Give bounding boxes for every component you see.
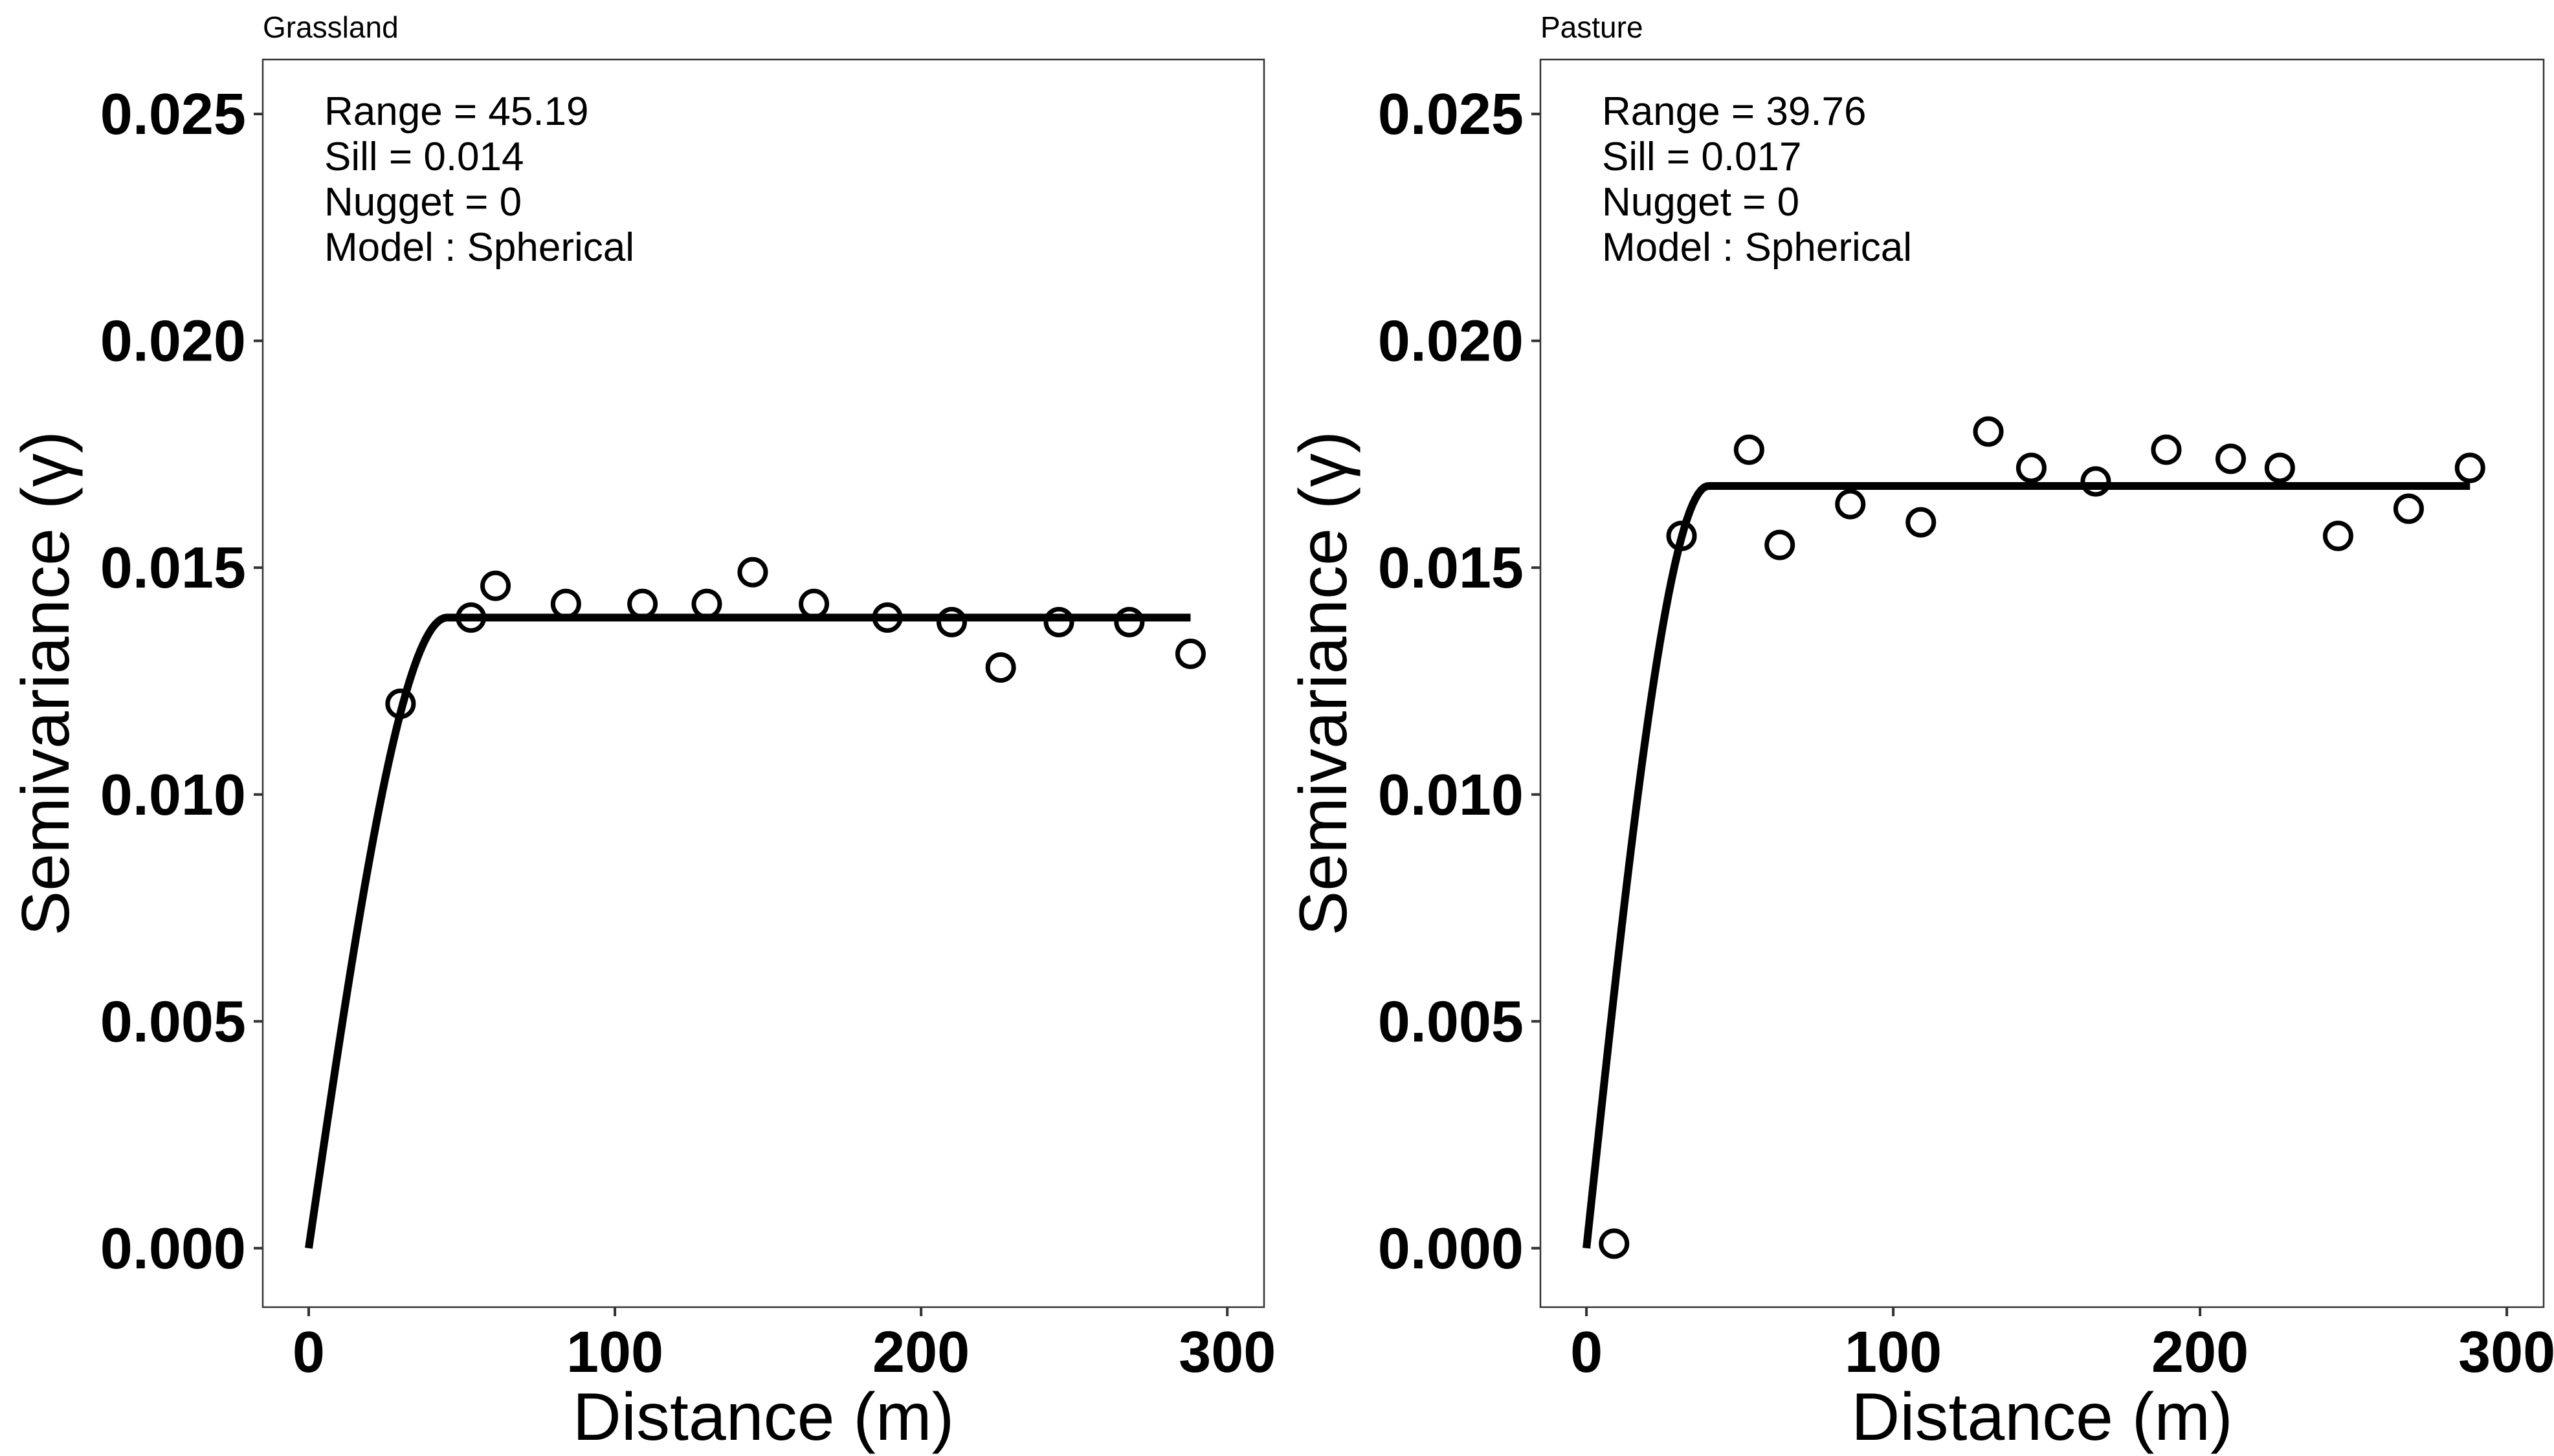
data-point [2151, 434, 2182, 465]
data-point [1835, 489, 1866, 520]
model-annotation: Sill = 0.014 [324, 135, 524, 179]
panel-title: Grassland [263, 10, 399, 44]
y-tick-label: 0.015 [100, 536, 246, 601]
model-annotation: Nugget = 0 [1602, 180, 1799, 225]
data-point [737, 557, 768, 588]
data-point [1764, 529, 1795, 560]
data-point [1043, 606, 1074, 637]
model-annotation: Model : Spherical [1602, 225, 1912, 270]
y-axis-title: Semivariance (γ) [1286, 431, 1361, 936]
y-tick-label: 0.025 [1378, 82, 1524, 147]
y-tick-label: 0.010 [1378, 763, 1524, 828]
model-annotation: Sill = 0.017 [1602, 135, 1802, 179]
data-point [480, 570, 511, 601]
data-point [985, 652, 1016, 683]
model-annotation: Range = 45.19 [324, 89, 589, 134]
plot-frame [261, 58, 1265, 1308]
model-annotation: Model : Spherical [324, 225, 634, 270]
data-point [1733, 434, 1764, 465]
y-tick-label: 0.020 [1378, 309, 1524, 374]
x-tick-label: 0 [1570, 1320, 1603, 1385]
model-annotation: Nugget = 0 [324, 180, 522, 225]
data-point [550, 588, 581, 619]
data-point [1666, 520, 1697, 551]
y-tick-label: 0.000 [1378, 1217, 1524, 1281]
data-point [2264, 452, 2295, 483]
data-point [627, 588, 658, 619]
x-tick-label: 300 [1179, 1320, 1276, 1385]
model-annotation: Range = 39.76 [1602, 89, 1867, 134]
y-axis-title: Semivariance (γ) [8, 431, 83, 936]
model-line [305, 613, 1192, 1249]
data-point [1599, 1228, 1630, 1259]
data-point [385, 689, 416, 720]
data-point [2015, 452, 2047, 483]
y-tick-label: 0.005 [1378, 989, 1524, 1054]
y-tick-label: 0.015 [1378, 536, 1524, 601]
data-point [1175, 638, 1206, 669]
data-point [1114, 606, 1145, 637]
y-tick-label: 0.010 [100, 763, 246, 828]
x-tick-label: 200 [872, 1320, 970, 1385]
data-point [2215, 443, 2247, 474]
data-point [2454, 452, 2485, 483]
data-point [2080, 466, 2111, 497]
y-tick-label: 0.000 [100, 1217, 246, 1281]
data-point [799, 588, 830, 619]
y-tick-label: 0.020 [100, 309, 246, 374]
data-point [936, 606, 967, 637]
y-tick-label: 0.005 [100, 989, 246, 1054]
plot-frame [1539, 58, 2545, 1308]
data-point [872, 602, 903, 633]
data-point [691, 588, 722, 619]
x-tick-label: 0 [293, 1320, 325, 1385]
x-tick-label: 300 [2458, 1320, 2554, 1385]
x-axis-title: Distance (m) [573, 1380, 954, 1455]
x-tick-label: 100 [566, 1320, 663, 1385]
panel-title: Pasture [1540, 10, 1643, 44]
x-tick-label: 200 [2151, 1320, 2249, 1385]
y-tick-label: 0.025 [100, 82, 246, 147]
data-point [2322, 520, 2353, 551]
pasture-panel: Pasture 0.000 0.005 0.010 0.015 0.020 0.025 0 10… [1286, 10, 2554, 1455]
data-point [1905, 507, 1937, 538]
data-point [1973, 416, 2004, 447]
model-line [1582, 482, 2471, 1249]
data-point [2393, 493, 2424, 524]
data-point [456, 602, 487, 633]
grassland-panel: Grassland 0.000 0.005 0.010 0.015 0.020 0.025 0… [8, 10, 1276, 1455]
x-tick-label: 100 [1845, 1320, 1942, 1385]
x-axis-title: Distance (m) [1851, 1380, 2232, 1455]
